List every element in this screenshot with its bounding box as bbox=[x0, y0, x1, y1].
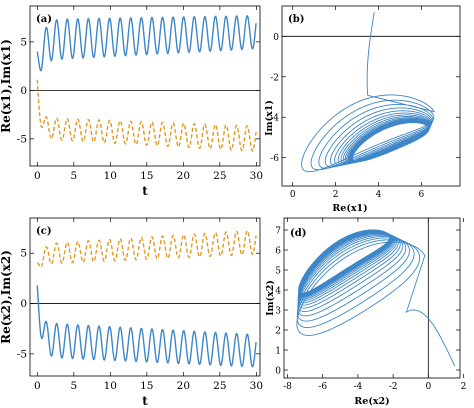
panel-b-label: (b) bbox=[288, 14, 304, 25]
panel-d-xlabel: Re(x2) bbox=[354, 396, 389, 407]
panel-c-frame bbox=[29, 217, 261, 377]
panel-b-ylabel: Im(x1) bbox=[264, 100, 275, 136]
panel-b-xlabel: Re(x1) bbox=[332, 203, 367, 214]
panel-a-series-dashed bbox=[36, 79, 257, 152]
panel-d-ytick-label: 2 bbox=[275, 327, 281, 337]
panel-c-xlabel: t bbox=[142, 394, 148, 408]
panel-b-xtick-label: 2 bbox=[333, 190, 339, 200]
panel-b-ytick-label: -4 bbox=[270, 114, 279, 124]
panel-c-xtick-label: 20 bbox=[177, 380, 190, 392]
panel-c-xtick-label: 25 bbox=[213, 380, 226, 392]
panel-d-xtick-label: 2 bbox=[461, 382, 467, 392]
panel-d-ytick-label: 7 bbox=[275, 227, 281, 237]
panel-b-trajectory bbox=[301, 11, 436, 173]
panel-b-xtick-label: 0 bbox=[290, 190, 296, 200]
panel-a-frame bbox=[29, 5, 261, 167]
panel-d-frame bbox=[283, 217, 461, 379]
panel-b: (b) Re(x1) Im(x1) 0 2 4 6 -6 -4 -2 0 bbox=[264, 5, 461, 214]
panel-c-label: (c) bbox=[36, 226, 52, 237]
panel-d-label: (d) bbox=[290, 228, 306, 239]
panel-d-ytick-label: 5 bbox=[275, 267, 281, 277]
panel-a-xtick-label: 30 bbox=[250, 170, 263, 182]
panel-c-ytick-label: 5 bbox=[20, 248, 27, 260]
panel-a-xtick-label: 10 bbox=[104, 170, 117, 182]
panel-a-xtick-label: 25 bbox=[213, 170, 226, 182]
panel-a-xlabel: t bbox=[142, 184, 148, 198]
panel-b-frame bbox=[281, 5, 461, 187]
panel-a-ytick-label: -5 bbox=[17, 133, 27, 145]
panel-a-xtick-label: 20 bbox=[177, 170, 190, 182]
panel-d-xtick-label: 0 bbox=[425, 382, 431, 392]
panel-c-xtick-label: 5 bbox=[70, 380, 77, 392]
panel-c-ytick-label: 0 bbox=[20, 298, 27, 310]
panel-c-series-solid bbox=[36, 285, 257, 368]
panel-c: (c) t Re(x2),Im(x2) 0 5 10 15 20 25 30 -5 0 5 bbox=[0, 217, 263, 408]
panel-a-xtick-label: 0 bbox=[34, 170, 41, 182]
panel-c-ylabel: Re(x2),Im(x2) bbox=[0, 250, 13, 344]
panel-d-ytick-label: 3 bbox=[275, 307, 281, 317]
panel-d: (d) Re(x2) Im(x2) -8 -6 -4 -2 0 2 0 1 2 3 4 5 6 7 bbox=[265, 217, 467, 407]
panel-a-ytick-label: 0 bbox=[20, 85, 27, 97]
panel-c-xtick-label: 0 bbox=[34, 380, 41, 392]
panel-d-ytick-label: 4 bbox=[275, 287, 281, 297]
panel-b-xtick-label: 6 bbox=[419, 190, 425, 200]
panel-b-ytick-label: 0 bbox=[273, 33, 279, 43]
panel-c-xtick-label: 10 bbox=[104, 380, 117, 392]
panel-d-ytick-label: 0 bbox=[275, 367, 281, 377]
panel-d-xtick-label: -8 bbox=[283, 382, 292, 392]
panel-d-ytick-label: 6 bbox=[275, 247, 281, 257]
panel-c-xtick-label: 15 bbox=[140, 380, 153, 392]
panel-b-ytick-label: -2 bbox=[270, 73, 279, 83]
panel-a-xtick-label: 15 bbox=[140, 170, 153, 182]
panel-b-ytick-label: -6 bbox=[270, 154, 279, 164]
panel-a: (a) t Re(x1),Im(x1) 0 5 10 15 20 25 30 -5 0 5 bbox=[0, 5, 263, 198]
panel-a-series-solid bbox=[36, 15, 257, 72]
panel-d-xtick-label: -2 bbox=[389, 382, 398, 392]
panel-b-xtick-label: 4 bbox=[376, 190, 382, 200]
panel-d-ytick-label: 1 bbox=[275, 347, 281, 357]
panel-c-series-dashed bbox=[36, 229, 257, 268]
panel-a-ytick-label: 5 bbox=[20, 36, 27, 48]
panel-a-xtick-label: 5 bbox=[70, 170, 77, 182]
panel-d-ylabel: Im(x2) bbox=[265, 280, 276, 316]
panel-c-xtick-label: 30 bbox=[250, 380, 263, 392]
panel-c-ytick-label: -5 bbox=[17, 348, 27, 360]
panel-a-ylabel: Re(x1),Im(x1) bbox=[0, 39, 13, 133]
panel-a-label: (a) bbox=[36, 14, 52, 25]
panel-d-xtick-label: -4 bbox=[354, 382, 363, 392]
panel-d-trajectory bbox=[296, 229, 456, 367]
panel-d-xtick-label: -6 bbox=[318, 382, 327, 392]
